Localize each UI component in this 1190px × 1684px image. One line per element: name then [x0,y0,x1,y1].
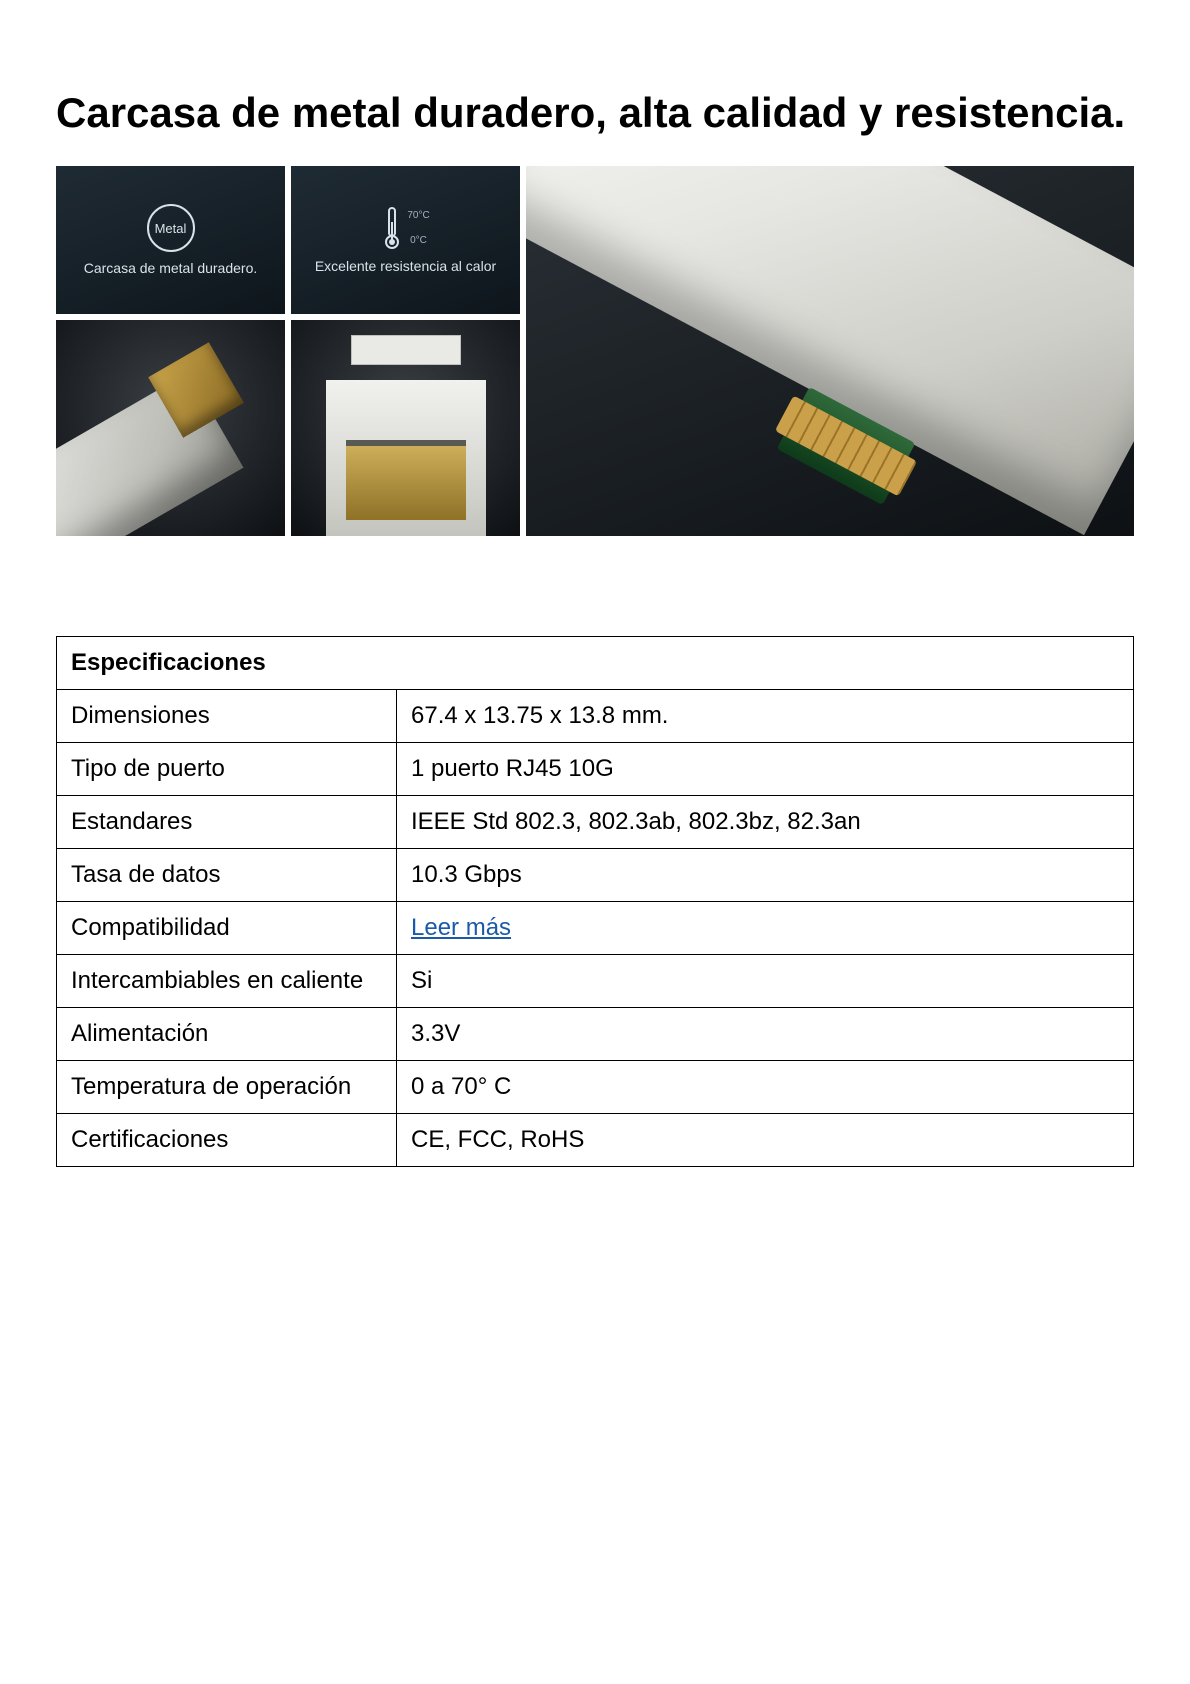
spec-label: Intercambiables en caliente [57,955,397,1008]
specs-table: Especificaciones Dimensiones67.4 x 13.75… [56,636,1134,1167]
thermometer-icon: 70°C 0°C [381,206,429,250]
product-photo-2 [291,320,520,536]
spec-label: Estandares [57,796,397,849]
table-row: Compatibilidad Leer más [57,902,1134,955]
temp-high-label: 70°C [407,210,429,221]
table-row: Tipo de puerto1 puerto RJ45 10G [57,743,1134,796]
specs-table-title: Especificaciones [57,637,1134,690]
product-photo-3 [526,166,1134,536]
spec-value: 3.3V [397,1008,1134,1061]
spec-label: Dimensiones [57,690,397,743]
spec-label: Tasa de datos [57,849,397,902]
table-row: EstandaresIEEE Std 802.3, 802.3ab, 802.3… [57,796,1134,849]
table-row: Dimensiones67.4 x 13.75 x 13.8 mm. [57,690,1134,743]
spec-label: Alimentación [57,1008,397,1061]
spec-value: 0 a 70° C [397,1061,1134,1114]
info-panel-thermo-caption: Excelente resistencia al calor [315,258,496,274]
spec-label: Compatibilidad [57,902,397,955]
table-row: CertificacionesCE, FCC, RoHS [57,1114,1134,1167]
spec-label: Tipo de puerto [57,743,397,796]
spec-value: 1 puerto RJ45 10G [397,743,1134,796]
table-row: Temperatura de operación0 a 70° C [57,1061,1134,1114]
table-row: Tasa de datos10.3 Gbps [57,849,1134,902]
product-gallery: Metal Carcasa de metal duradero. 70°C 0°… [56,166,1134,536]
spec-value: CE, FCC, RoHS [397,1114,1134,1167]
spec-label: Certificaciones [57,1114,397,1167]
info-panel-thermo: 70°C 0°C Excelente resistencia al calor [291,166,520,314]
read-more-link[interactable]: Leer más [411,914,511,941]
table-row: Intercambiables en calienteSi [57,955,1134,1008]
info-panel-metal: Metal Carcasa de metal duradero. [56,166,285,314]
page-heading: Carcasa de metal duradero, alta calidad … [56,88,1134,138]
info-panel-metal-caption: Carcasa de metal duradero. [84,260,258,276]
table-row: Alimentación3.3V [57,1008,1134,1061]
spec-value: IEEE Std 802.3, 802.3ab, 802.3bz, 82.3an [397,796,1134,849]
spec-value: 67.4 x 13.75 x 13.8 mm. [397,690,1134,743]
product-photo-1 [56,320,285,536]
spec-value: Si [397,955,1134,1008]
temp-low-label: 0°C [407,235,429,246]
spec-value: 10.3 Gbps [397,849,1134,902]
spec-value: Leer más [397,902,1134,955]
spec-label: Temperatura de operación [57,1061,397,1114]
metal-icon: Metal [147,204,195,252]
